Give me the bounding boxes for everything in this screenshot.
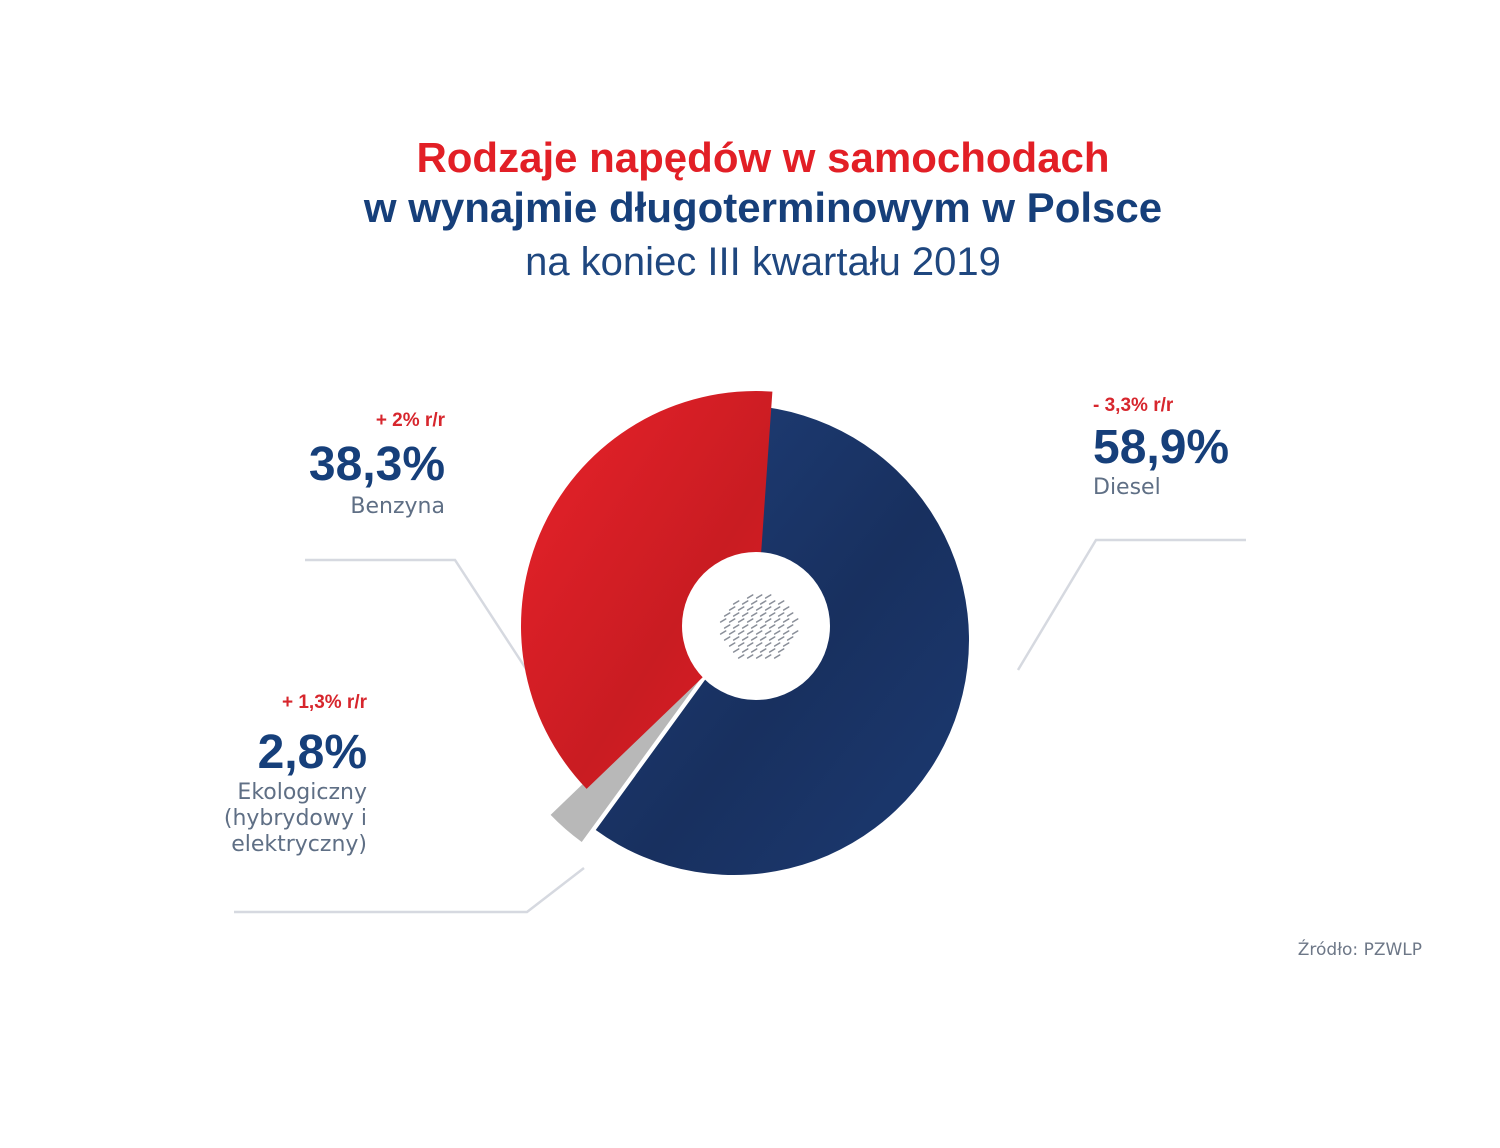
label-ekologiczny: + 1,3% r/r 2,8% Ekologiczny (hybrydowy i… <box>224 692 367 858</box>
leader-lines <box>234 538 1246 914</box>
diesel-change: - 3,3% r/r <box>1093 395 1174 416</box>
eko-name-line-1: Ekologiczny <box>237 780 367 805</box>
benzyna-value: 38,3% <box>308 438 445 491</box>
chart-title-block: Rodzaje napędów w samochodach w wynajmie… <box>0 133 1500 287</box>
label-diesel: - 3,3% r/r 58,9% Diesel <box>1093 395 1229 501</box>
leader-line-benzyna <box>305 558 532 676</box>
eko-name-line-2: (hybrydowy i <box>223 806 367 831</box>
chart-subtitle: na koniec III kwartału 2019 <box>525 240 1001 284</box>
leader-line-ekologiczny <box>234 867 585 914</box>
eko-change: + 1,3% r/r <box>281 692 367 713</box>
eko-value: 2,8% <box>257 726 367 779</box>
diesel-value: 58,9% <box>1093 421 1230 474</box>
diesel-name: Diesel <box>1093 475 1161 500</box>
eko-name-line-3: elektryczny) <box>231 832 367 857</box>
source-note: Źródło: PZWLP <box>1297 940 1422 960</box>
chart-title-line-2: w wynajmie długoterminowym w Polsce <box>363 184 1163 231</box>
chart-title-line-1: Rodzaje napędów w samochodach <box>416 134 1110 181</box>
leader-line-diesel <box>1016 538 1246 671</box>
slice-benzyna <box>521 391 773 789</box>
poland-map-icon <box>719 594 799 659</box>
label-benzyna: + 2% r/r 38,3% Benzyna <box>309 410 445 520</box>
benzyna-name: Benzyna <box>350 494 445 519</box>
benzyna-change: + 2% r/r <box>375 410 445 431</box>
